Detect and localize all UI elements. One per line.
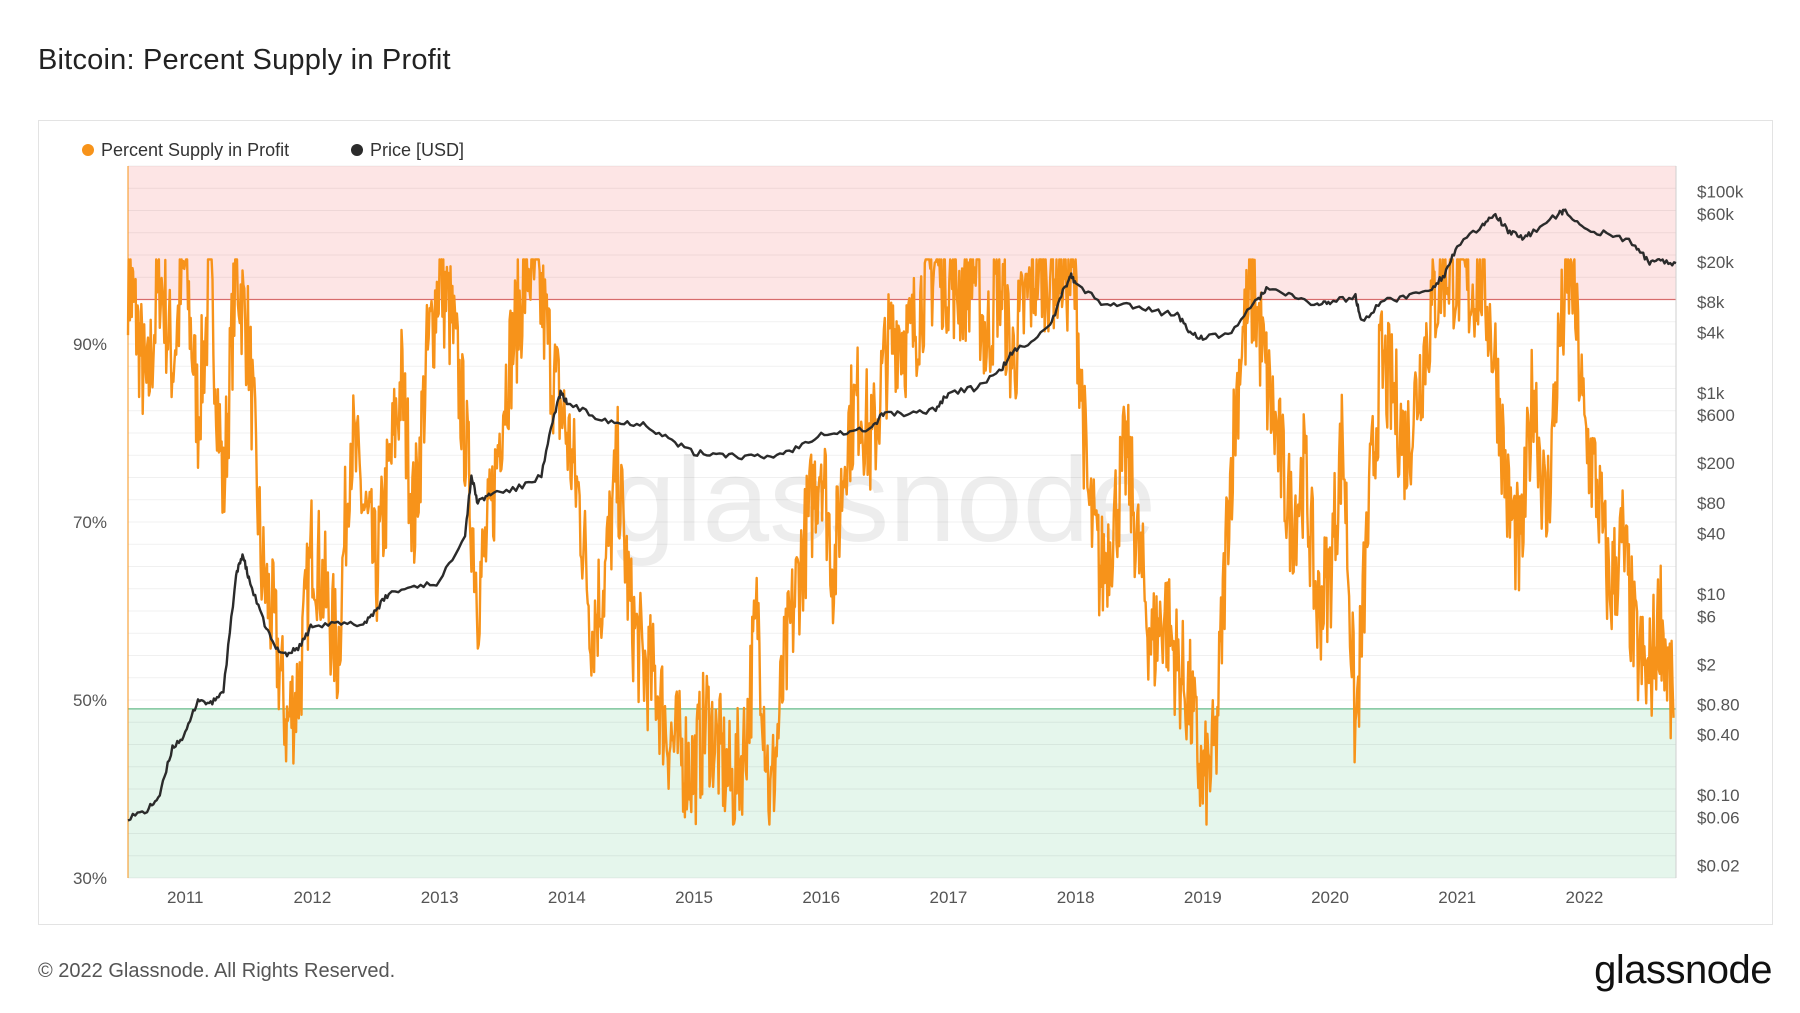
zone-bands	[128, 166, 1676, 878]
y-right-tick-label: $600	[1697, 406, 1735, 425]
x-tick-label: 2017	[930, 888, 968, 907]
y-left-tick-label: 50%	[73, 691, 107, 710]
y-right-tick-label: $0.02	[1697, 856, 1740, 875]
legend-label-supply[interactable]: Percent Supply in Profit	[101, 140, 289, 160]
x-tick-label: 2016	[802, 888, 840, 907]
y-right-tick-label: $0.10	[1697, 786, 1740, 805]
supply-line	[126, 258, 1675, 826]
x-axis: 2011 2012 2013 2014 2015 2016 2017 2018 2019 2020…	[167, 888, 1603, 907]
y-right-tick-label: $200	[1697, 454, 1735, 473]
price-series	[127, 208, 1677, 822]
gridlines	[127, 165, 1677, 879]
price-line	[127, 208, 1677, 822]
y-right-tick-label: $80	[1697, 494, 1725, 513]
y-right-tick-label: $20k	[1697, 253, 1734, 272]
page-title: Bitcoin: Percent Supply in Profit	[38, 44, 451, 76]
legend: Percent Supply in Profit Price [USD]	[82, 140, 464, 160]
y-right-tick-label: $1k	[1697, 384, 1725, 403]
legend-marker-price	[351, 144, 363, 156]
copyright-text: © 2022 Glassnode. All Rights Reserved.	[38, 960, 396, 982]
y-right-tick-label: $100k	[1697, 183, 1744, 202]
x-tick-label: 2020	[1311, 888, 1349, 907]
y-right-tick-label: $0.40	[1697, 726, 1740, 745]
y-left-tick-label: 90%	[73, 335, 107, 354]
x-tick-label: 2019	[1184, 888, 1222, 907]
y-right-tick-label: $2	[1697, 655, 1716, 674]
x-tick-label: 2021	[1438, 888, 1476, 907]
x-tick-label: 2011	[167, 888, 204, 907]
glassnode-logo: glassnode	[1594, 948, 1772, 992]
capitulation-zone	[128, 708, 1676, 878]
y-right-tick-label: $6	[1697, 607, 1716, 626]
supply-series	[126, 258, 1675, 826]
x-tick-label: 2013	[421, 888, 459, 907]
legend-marker-supply	[82, 144, 94, 156]
overheated-zone	[128, 166, 1676, 300]
x-tick-label: 2018	[1057, 888, 1095, 907]
legend-label-price[interactable]: Price [USD]	[370, 140, 464, 160]
x-tick-label: 2014	[548, 888, 586, 907]
y-axis-left: 90% 70% 50% 30%	[73, 335, 107, 888]
y-right-tick-label: $0.80	[1697, 695, 1740, 714]
y-right-tick-label: $8k	[1697, 293, 1725, 312]
y-left-tick-label: 70%	[73, 513, 107, 532]
y-right-tick-label: $10	[1697, 585, 1725, 604]
x-tick-label: 2022	[1566, 888, 1604, 907]
y-right-tick-label: $40	[1697, 524, 1725, 543]
chart-frame: glassnode 90% 70% 50% 30% $100k $60k $20k $8k $…	[38, 120, 1773, 925]
x-tick-label: 2015	[675, 888, 713, 907]
y-right-tick-label: $60k	[1697, 205, 1734, 224]
y-right-tick-label: $4k	[1697, 323, 1725, 342]
y-left-tick-label: 30%	[73, 869, 107, 888]
y-axis-right: $100k $60k $20k $8k $4k $1k $600 $200 $80 $40 $10 $…	[1697, 183, 1744, 876]
y-right-tick-label: $0.06	[1697, 808, 1740, 827]
watermark-text: glassnode	[609, 433, 1156, 567]
x-tick-label: 2012	[294, 888, 332, 907]
chart-svg: glassnode 90%70%50%30% $100k$60k$20k$8k$…	[73, 140, 1744, 907]
